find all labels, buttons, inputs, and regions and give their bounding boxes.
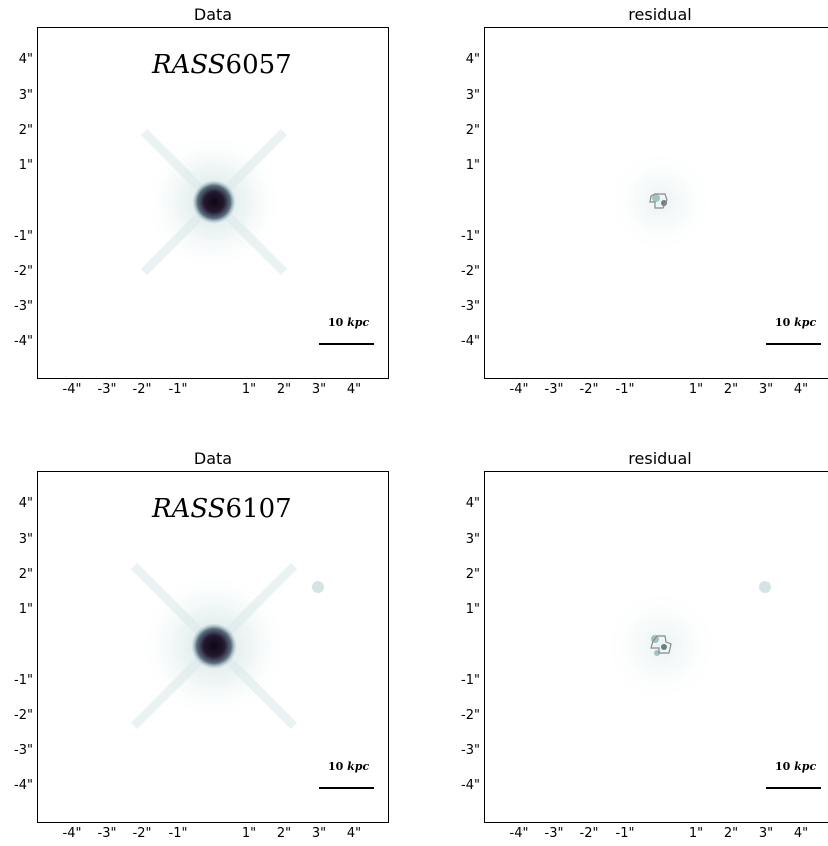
y-tick-label: 1" (18, 602, 33, 617)
x-tick-label: -2" (132, 826, 152, 841)
residual-image (606, 147, 716, 257)
image-frame: RASS6107 10 kpc (37, 471, 389, 823)
y-tick-label: -3" (14, 299, 33, 314)
y-tick-label: 2" (465, 567, 480, 582)
y-tick-label: -2" (14, 708, 33, 723)
x-tick-label: -1" (168, 826, 188, 841)
panel-title: Data (193, 5, 233, 24)
x-tick-label: 4" (346, 826, 362, 841)
x-tick-label: -4" (62, 382, 82, 397)
panel-data-top: Data RASS6057 (0, 0, 414, 423)
x-tick-label: -1" (615, 382, 635, 397)
panel-residual-bottom: residual 10 kpc 4" 3" 2" 1" -1" -2" -3" … (447, 444, 828, 846)
scale-bar-label: 10 kpc (775, 760, 817, 773)
scale-bar (766, 343, 821, 345)
y-tick-label: 3" (465, 532, 480, 547)
y-tick-label: 4" (18, 52, 33, 67)
x-tick-label: 2" (276, 382, 292, 397)
image-frame: 10 kpc (484, 27, 828, 379)
y-tick-label: -4" (14, 778, 33, 793)
x-tick-label: 2" (723, 382, 739, 397)
x-tick-label: 1" (241, 382, 257, 397)
y-tick-label: 4" (465, 52, 480, 67)
y-tick-label: -1" (14, 229, 33, 244)
scale-bar-label: 10 kpc (328, 316, 370, 329)
y-tick-label: -3" (461, 743, 480, 758)
object-name: RASS6057 (152, 50, 292, 80)
y-tick-label: -3" (14, 743, 33, 758)
x-tick-label: 3" (758, 382, 774, 397)
y-tick-label: 2" (18, 123, 33, 138)
x-tick-label: -4" (62, 826, 82, 841)
y-tick-label: -3" (461, 299, 480, 314)
y-tick-label: -4" (461, 778, 480, 793)
x-tick-label: 2" (276, 826, 292, 841)
x-tick-label: 4" (793, 826, 809, 841)
x-tick-label: -3" (97, 382, 117, 397)
scale-bar (319, 787, 374, 789)
image-frame: 10 kpc (484, 471, 828, 823)
y-tick-label: 1" (18, 158, 33, 173)
panel-title: residual (628, 449, 692, 468)
y-tick-label: -4" (461, 334, 480, 349)
y-tick-label: 4" (465, 496, 480, 511)
quasar-image (140, 128, 288, 276)
panel-title: Data (193, 449, 233, 468)
panel-residual-top: residual 10 kpc 4" 3" 2" 1" -1" -2" -3" … (447, 0, 828, 423)
x-tick-label: 1" (688, 826, 704, 841)
x-tick-label: -3" (544, 382, 564, 397)
x-tick-label: -2" (579, 826, 599, 841)
scale-bar (319, 343, 374, 345)
y-tick-label: 1" (465, 158, 480, 173)
scale-bar-label: 10 kpc (328, 760, 370, 773)
x-tick-label: 3" (758, 826, 774, 841)
residual-image (601, 581, 771, 706)
panel-title: residual (628, 5, 692, 24)
y-tick-label: 1" (465, 602, 480, 617)
y-tick-label: -2" (461, 708, 480, 723)
y-tick-label: -1" (461, 229, 480, 244)
x-tick-label: -3" (97, 826, 117, 841)
quasar-image (130, 562, 324, 730)
scale-bar-label: 10 kpc (775, 316, 817, 329)
y-tick-label: 2" (465, 123, 480, 138)
image-frame: RASS6057 10 kpc (37, 27, 389, 379)
y-tick-label: -4" (14, 334, 33, 349)
x-tick-label: 3" (311, 826, 327, 841)
panel-data-bottom: Data RASS6107 (0, 444, 414, 846)
object-name: RASS6107 (152, 494, 292, 524)
y-tick-label: -2" (14, 264, 33, 279)
x-tick-label: 2" (723, 826, 739, 841)
x-tick-label: 4" (346, 382, 362, 397)
x-tick-label: -4" (509, 826, 529, 841)
y-tick-label: 3" (18, 88, 33, 103)
y-tick-label: -1" (14, 673, 33, 688)
y-tick-label: 3" (18, 532, 33, 547)
y-tick-label: 2" (18, 567, 33, 582)
x-tick-label: -3" (544, 826, 564, 841)
x-tick-label: -1" (168, 382, 188, 397)
x-tick-label: 4" (793, 382, 809, 397)
x-tick-label: 1" (688, 382, 704, 397)
x-tick-label: 3" (311, 382, 327, 397)
y-tick-label: -2" (461, 264, 480, 279)
x-tick-label: -1" (615, 826, 635, 841)
scale-bar (766, 787, 821, 789)
x-tick-label: 1" (241, 826, 257, 841)
y-tick-label: 3" (465, 88, 480, 103)
y-tick-label: 4" (18, 496, 33, 511)
x-tick-label: -2" (132, 382, 152, 397)
x-tick-label: -2" (579, 382, 599, 397)
y-tick-label: -1" (461, 673, 480, 688)
x-tick-label: -4" (509, 382, 529, 397)
